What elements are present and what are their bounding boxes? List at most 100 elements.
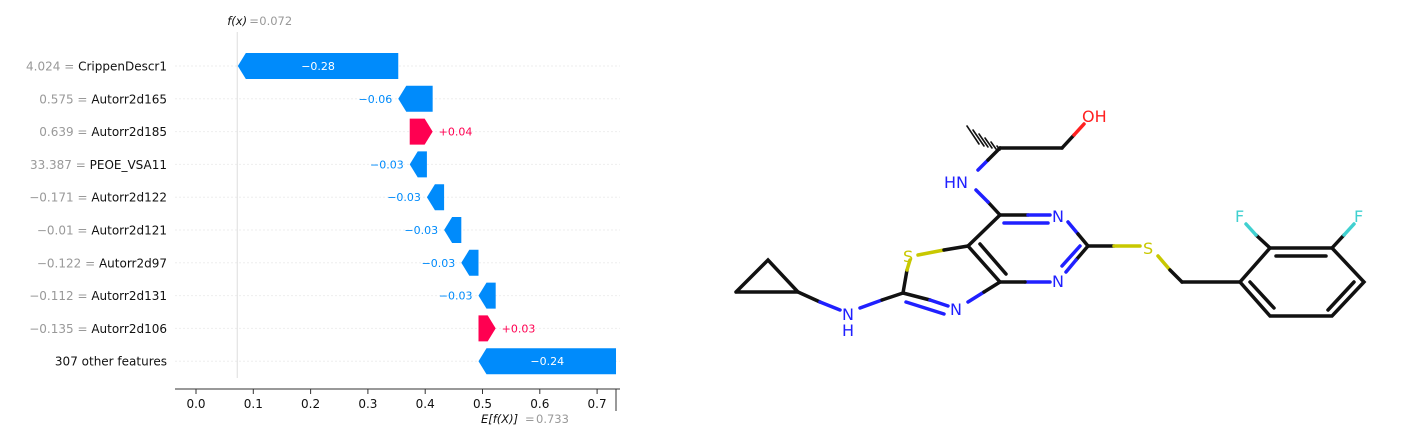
atom-s-thiazole: S <box>903 247 913 266</box>
atom-n-4: N <box>1052 272 1064 291</box>
bond-c-f1 <box>1254 233 1272 250</box>
feature-value: −0.171 = <box>29 191 91 205</box>
negative-bar <box>478 348 617 375</box>
ex-equals: = <box>525 412 535 426</box>
feature-value: −0.01 = <box>37 224 91 238</box>
feature-value: −0.122 = <box>37 256 99 270</box>
negative-bar <box>426 184 445 211</box>
feature-name: Autorr2d122 <box>91 191 167 205</box>
bond-nh-c2-b <box>880 291 905 302</box>
bond-c2-n3-dbl <box>904 300 946 316</box>
x-tick-label: 0.4 <box>416 397 435 411</box>
feature-label: 0.575 = Autorr2d165 <box>39 92 167 106</box>
atom-hn-side: HN <box>944 173 968 192</box>
negative-bar <box>461 249 479 276</box>
row-gridlines <box>175 65 620 362</box>
bars-group: −0.28 −0.06 +0.04 −0.03 −0.03 −0.03 −0.03 −0.03… <box>237 53 617 375</box>
cyclopropyl-ring <box>734 257 803 294</box>
fx-equals: = <box>249 14 259 28</box>
bond-ch2-o <box>1060 133 1076 150</box>
bar-value-label: −0.28 <box>301 60 335 73</box>
bond-c5-n4 <box>1074 244 1090 262</box>
feature-name: Autorr2d106 <box>91 322 167 336</box>
benzene-dbl-3 <box>1248 280 1276 310</box>
feature-label: −0.112 = Autorr2d131 <box>29 289 167 303</box>
feature-name: CrippenDescr1 <box>78 60 167 74</box>
bond-c7-nh-b <box>974 188 990 204</box>
bar-value-label: −0.03 <box>439 290 473 303</box>
negative-bar <box>409 151 427 178</box>
bond-n3-c3a-b <box>982 280 1002 294</box>
negative-bar <box>444 217 462 243</box>
atom-n-3: N <box>950 300 962 319</box>
bar-value-label: +0.04 <box>439 126 473 139</box>
x-tick-label: 0.6 <box>530 397 549 411</box>
feature-name: Autorr2d165 <box>91 92 167 106</box>
positive-bar <box>409 118 433 145</box>
bond-c2-n3-b <box>928 298 950 308</box>
x-tick-label: 0.2 <box>301 397 320 411</box>
feature-value: 0.639 = <box>39 125 91 139</box>
bar-value-label: −0.06 <box>359 93 393 106</box>
feature-name: Autorr2d97 <box>99 256 167 270</box>
bond-c3a-c7a-dbl <box>978 242 1008 276</box>
benzene-ring <box>1237 246 1367 318</box>
bond-s-c7a-b <box>942 244 970 252</box>
bar-value-label: −0.24 <box>530 355 564 368</box>
molecule-structure: OH HN N S S N N N H F F <box>734 107 1367 340</box>
x-tick-label: 0.0 <box>186 397 205 411</box>
atom-n-amine: N <box>842 305 854 324</box>
bond-c-f2-b <box>1342 222 1356 237</box>
bond-n6-c5-b <box>1076 232 1090 248</box>
atom-f-2: F <box>1354 207 1363 226</box>
bond-c3a-c7a <box>966 244 1002 284</box>
bond-s-ch2-b <box>1168 268 1184 284</box>
shap-waterfall-chart: −0.28 −0.06 +0.04 −0.03 −0.03 −0.03 −0.03 −0.03… <box>26 14 620 426</box>
hashed-wedge <box>966 125 1001 151</box>
feature-label: −0.135 = Autorr2d106 <box>29 322 167 336</box>
fx-label: f(x) <box>227 14 247 28</box>
feature-name: 307 other features <box>55 355 167 369</box>
feature-label: 307 other features <box>55 355 167 369</box>
x-tick-label: 0.7 <box>588 397 607 411</box>
bond-c2-s <box>901 268 909 295</box>
feature-label: 33.387 = PEOE_VSA11 <box>30 158 167 172</box>
bond-cp-nh-b <box>818 300 842 312</box>
bar-value-label: +0.03 <box>502 322 536 335</box>
bond-c7a-c7 <box>966 213 1002 248</box>
bond-cp-nh <box>796 290 822 304</box>
bond-c7-nh <box>986 200 1002 217</box>
feature-label: −0.01 = Autorr2d121 <box>37 224 167 238</box>
fx-annotation: f(x) = 0.072 <box>227 14 292 28</box>
ex-label: E[f(X)] <box>481 412 518 426</box>
feature-label: −0.171 = Autorr2d122 <box>29 191 167 205</box>
negative-bar <box>398 85 433 112</box>
positive-bar <box>478 315 496 342</box>
feature-value: −0.112 = <box>29 289 91 303</box>
atom-s-thioether: S <box>1143 239 1153 258</box>
feature-label: 0.639 = Autorr2d185 <box>39 125 167 139</box>
bond-nh-ch-b <box>986 146 1002 162</box>
feature-name: Autorr2d121 <box>91 224 167 238</box>
bond-ch2-o-b <box>1072 122 1086 137</box>
atom-oh: OH <box>1082 107 1107 126</box>
bond-nh-c2 <box>858 298 884 310</box>
feature-name: PEOE_VSA11 <box>90 158 167 172</box>
bond-nh-ch <box>976 158 990 172</box>
feature-name: Autorr2d185 <box>91 125 167 139</box>
bond-c-f1-b <box>1244 222 1258 237</box>
molecule-atoms: OH HN N S S N N N H F F <box>842 107 1363 340</box>
bar-value-label: −0.03 <box>387 191 421 204</box>
feature-label: 4.024 = CrippenDescr1 <box>26 60 167 74</box>
negative-bar <box>237 53 399 79</box>
bar-value-label: −0.03 <box>422 257 456 270</box>
bond-c-f2 <box>1330 233 1346 250</box>
feature-value: 0.575 = <box>39 92 91 106</box>
x-axis: 0.0 0.1 0.2 0.3 0.4 0.5 0.6 0.7 <box>175 388 620 411</box>
x-tick-label: 0.1 <box>244 397 263 411</box>
feature-value: 33.387 = <box>30 158 90 172</box>
atom-f-1: F <box>1235 207 1244 226</box>
benzene-dbl-2 <box>1326 280 1356 312</box>
atom-n-6: N <box>1052 207 1064 226</box>
ex-value: 0.733 <box>536 412 569 426</box>
